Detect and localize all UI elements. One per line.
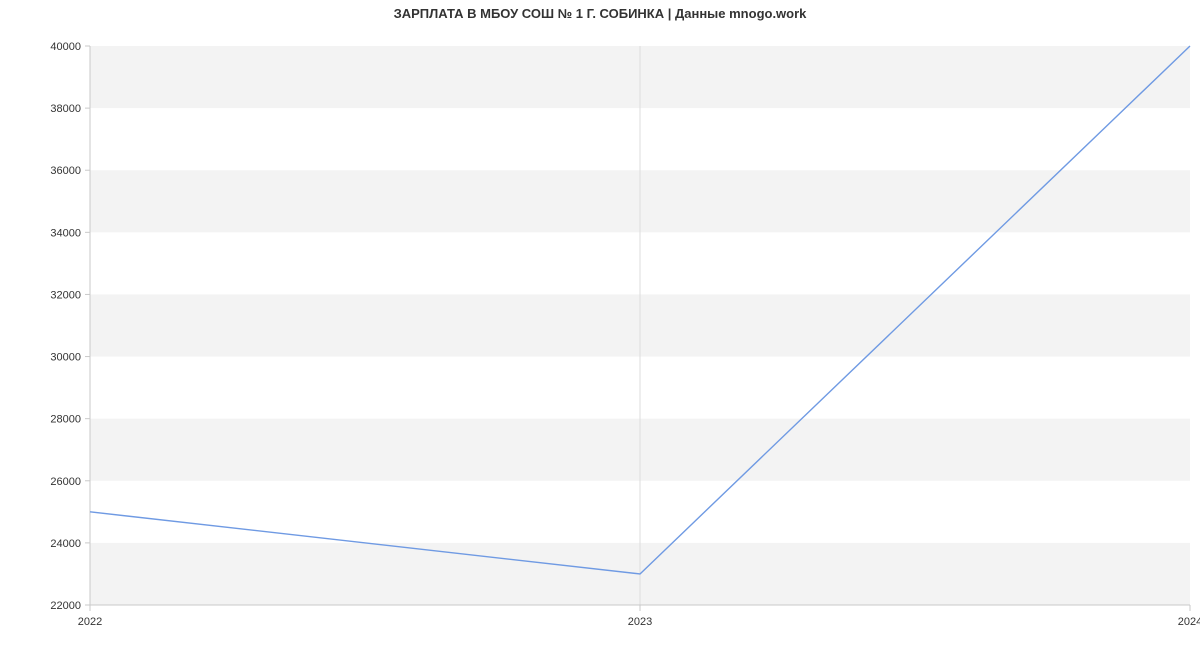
x-tick-label: 2022 [78, 616, 102, 628]
y-tick-label: 32000 [50, 289, 81, 301]
y-tick-label: 28000 [50, 414, 81, 426]
y-tick-label: 22000 [50, 600, 81, 612]
y-tick-label: 26000 [50, 476, 81, 488]
chart-title: ЗАРПЛАТА В МБОУ СОШ № 1 Г. СОБИНКА | Дан… [0, 6, 1200, 21]
y-tick-label: 36000 [50, 165, 81, 177]
x-tick-label: 2024 [1178, 616, 1200, 628]
y-tick-label: 34000 [50, 227, 81, 239]
chart-svg: 22000 24000 26000 28000 30000 32000 34000 36000… [0, 0, 1200, 650]
y-tick-label: 30000 [50, 352, 81, 364]
salary-line-chart: ЗАРПЛАТА В МБОУ СОШ № 1 Г. СОБИНКА | Дан… [0, 0, 1200, 650]
y-tick-label: 38000 [50, 103, 81, 115]
x-tick-label: 2023 [628, 616, 652, 628]
y-tick-label: 24000 [50, 538, 81, 550]
y-tick-label: 40000 [50, 41, 81, 53]
